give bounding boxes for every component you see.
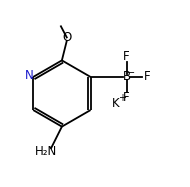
Text: F: F — [123, 50, 130, 63]
Text: K: K — [112, 97, 120, 110]
Text: B: B — [123, 70, 131, 83]
Text: H₂N: H₂N — [35, 145, 57, 158]
Text: F: F — [123, 91, 130, 104]
Text: N: N — [25, 69, 33, 82]
Text: −: − — [127, 68, 135, 78]
Text: O: O — [62, 31, 71, 44]
Text: +: + — [118, 93, 126, 103]
Text: F: F — [144, 70, 151, 83]
